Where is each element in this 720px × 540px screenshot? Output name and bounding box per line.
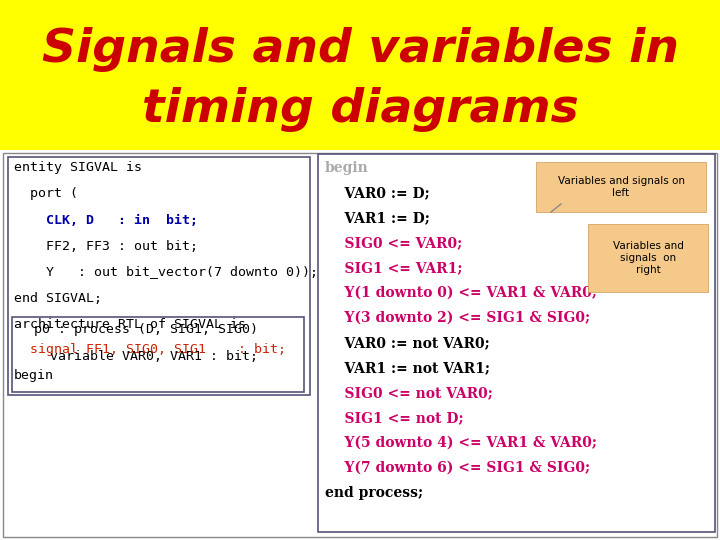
Text: Y   : out bit_vector(7 downto 0));: Y : out bit_vector(7 downto 0));: [14, 266, 318, 279]
Text: SIG1 <= not D;: SIG1 <= not D;: [325, 411, 464, 425]
Text: Y(7 downto 6) <= SIG1 & SIG0;: Y(7 downto 6) <= SIG1 & SIG0;: [325, 461, 590, 475]
Text: port (: port (: [14, 187, 78, 200]
Text: Y(1 downto 0) <= VAR1 & VAR0;: Y(1 downto 0) <= VAR1 & VAR0;: [325, 286, 597, 300]
Text: SIG0 <= VAR0;: SIG0 <= VAR0;: [325, 236, 462, 250]
Text: timing diagrams: timing diagrams: [142, 87, 578, 132]
Text: SIG0 <= not VAR0;: SIG0 <= not VAR0;: [325, 386, 493, 400]
Bar: [0, 150, 720, 540]
Text: end process;: end process;: [325, 486, 423, 500]
Text: CLK, D   : in  bit;: CLK, D : in bit;: [14, 213, 198, 226]
Bar: [3, 153, 717, 537]
Text: SIG1 <= VAR1;: SIG1 <= VAR1;: [325, 261, 462, 275]
Bar: [588, 224, 708, 292]
Text: variable VAR0, VAR1 : bit;: variable VAR0, VAR1 : bit;: [18, 349, 258, 362]
Bar: [12, 317, 304, 392]
Text: Y(5 downto 4) <= VAR1 & VAR0;: Y(5 downto 4) <= VAR1 & VAR0;: [325, 436, 597, 450]
Bar: [0, 0, 720, 150]
Text: Variables and signals on
left: Variables and signals on left: [557, 176, 685, 198]
Text: FF2, FF3 : out bit;: FF2, FF3 : out bit;: [14, 240, 198, 253]
Text: signal FF1, SIG0, SIG1    : bit;: signal FF1, SIG0, SIG1 : bit;: [14, 343, 286, 356]
Bar: [8, 157, 310, 395]
Text: VAR1 := D;: VAR1 := D;: [325, 211, 430, 225]
Text: end SIGVAL;: end SIGVAL;: [14, 292, 102, 305]
Text: architecture RTL of SIGVAL is: architecture RTL of SIGVAL is: [14, 318, 246, 330]
Text: Signals and variables in: Signals and variables in: [42, 28, 678, 72]
Text: Y(3 downto 2) <= SIG1 & SIG0;: Y(3 downto 2) <= SIG1 & SIG0;: [325, 311, 590, 325]
Text: entity SIGVAL is: entity SIGVAL is: [14, 161, 142, 174]
Text: VAR0 := not VAR0;: VAR0 := not VAR0;: [325, 336, 490, 350]
Text: begin: begin: [14, 369, 54, 382]
Bar: [318, 154, 715, 532]
Text: p0 : process (D, SIG1, SIG0): p0 : process (D, SIG1, SIG0): [18, 323, 258, 336]
Bar: [536, 162, 706, 212]
Text: Variables and
signals  on
right: Variables and signals on right: [613, 241, 683, 275]
Text: VAR1 := not VAR1;: VAR1 := not VAR1;: [325, 361, 490, 375]
Text: VAR0 := D;: VAR0 := D;: [325, 186, 430, 200]
Text: begin: begin: [325, 161, 369, 175]
